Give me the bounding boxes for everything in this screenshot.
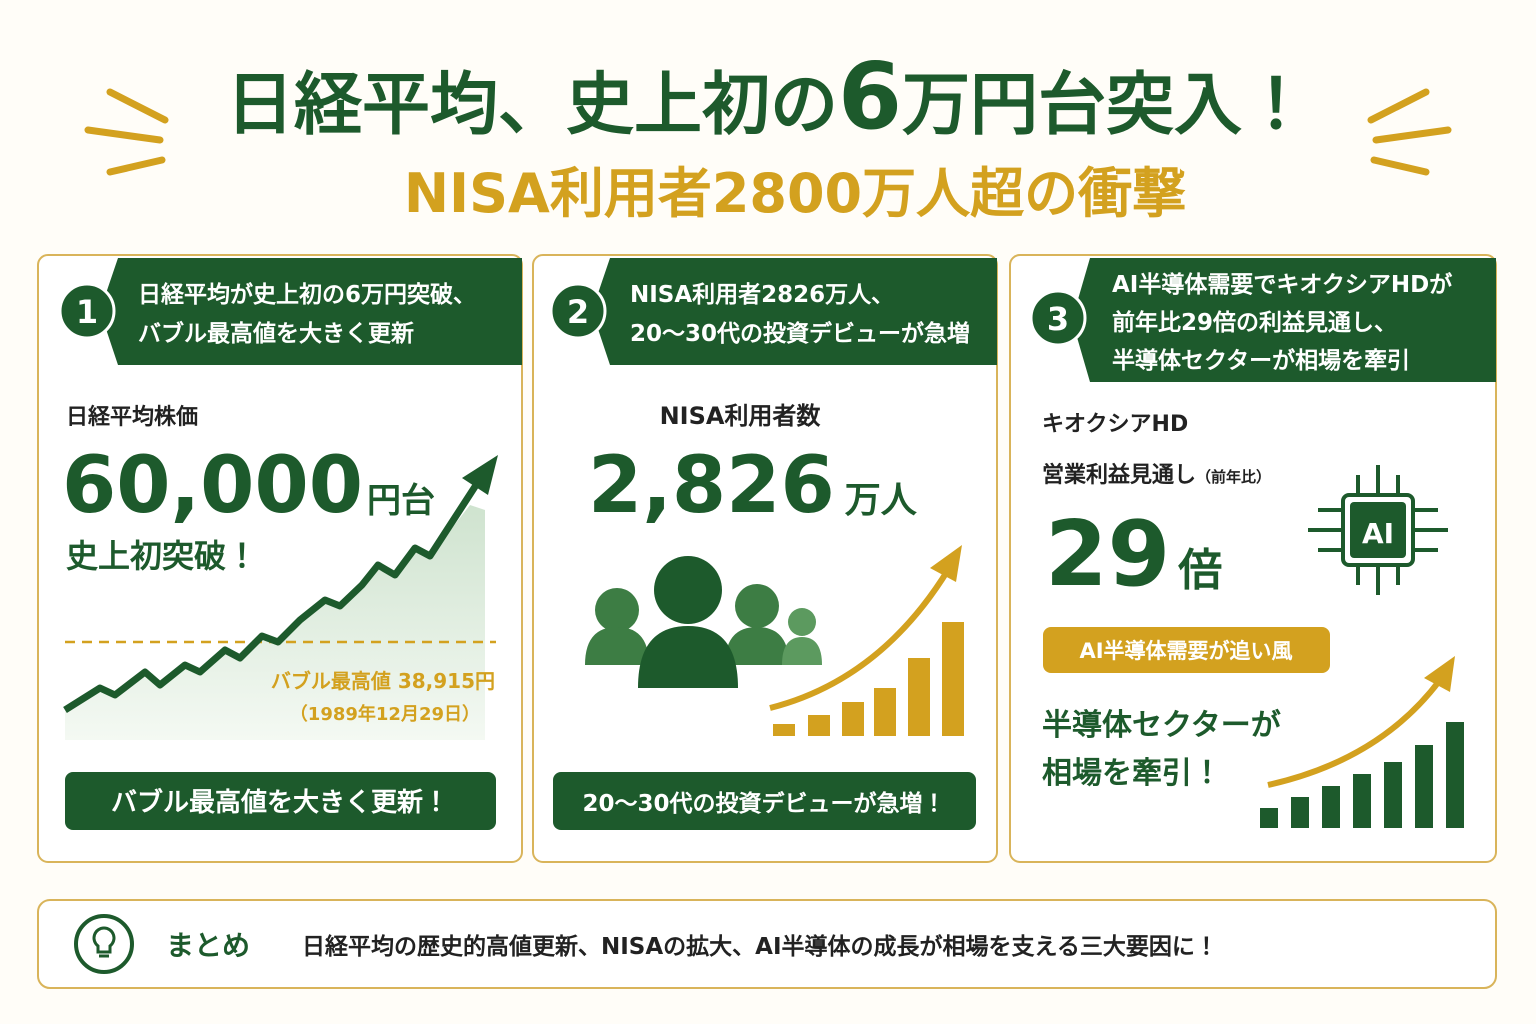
decoration xyxy=(638,626,738,688)
footer-banner xyxy=(553,772,976,830)
decoration xyxy=(842,702,864,736)
footer-banner xyxy=(65,772,496,830)
decoration xyxy=(1260,808,1278,828)
badge-text: AI半導体需要が追い風 xyxy=(1079,639,1292,663)
figure-value: 2,826 xyxy=(588,441,835,531)
card-heading: 前年比29倍の利益見通し、 xyxy=(1112,309,1397,336)
card-number: 1 xyxy=(76,293,98,331)
card-figure: 60,000 円台 xyxy=(62,441,435,531)
figure-unit: 倍 xyxy=(1177,545,1222,596)
reference-date: （1989年12月29日） xyxy=(290,703,480,725)
bulb-glyph xyxy=(92,926,116,958)
decoration xyxy=(654,556,722,624)
arrow-head-decoration xyxy=(462,455,498,495)
decoration xyxy=(106,88,169,124)
trend-line-decoration xyxy=(63,480,481,713)
decoration xyxy=(1370,156,1430,176)
figure-unit: 円台 xyxy=(367,481,435,521)
card-sublabel: 営業利益見通し（前年比） xyxy=(1042,462,1271,488)
decoration xyxy=(1372,126,1452,144)
card-frames xyxy=(37,254,1497,863)
growth-arrow-decoration xyxy=(769,568,951,711)
card-label: NISA利用者数 xyxy=(660,402,822,430)
card-figure: 2,826 万人 xyxy=(588,441,918,531)
card-heading: 半導体セクターが相場を牽引 xyxy=(1112,347,1410,374)
arrow-head-decoration xyxy=(930,545,962,582)
card-heading: 20〜30代の投資デビューが急増 xyxy=(630,320,970,347)
decoration xyxy=(1415,745,1433,828)
subtitle: NISA利用者2800万人超の衝撃 xyxy=(404,162,1186,225)
figure-unit: 万人 xyxy=(845,480,918,521)
card-figure: 29 倍 xyxy=(1045,502,1222,607)
decoration xyxy=(1384,762,1402,828)
number-circle xyxy=(549,282,607,340)
decoration xyxy=(1291,797,1309,828)
decoration xyxy=(874,688,896,736)
card-number: 3 xyxy=(1047,300,1069,338)
card-label: キオクシアHD xyxy=(1042,412,1188,437)
sublabel-note: （前年比） xyxy=(1196,468,1271,486)
decoration xyxy=(106,156,166,176)
summary-box xyxy=(37,899,1497,989)
decoration xyxy=(1308,465,1448,595)
card xyxy=(1009,254,1497,863)
summary-text: 日経平均の歴史的高値更新、NISAの拡大、AI半導体の成長が相場を支える三大要因… xyxy=(302,933,1218,960)
burst-decoration xyxy=(84,88,1452,176)
badge xyxy=(1043,627,1330,673)
bars-decoration xyxy=(773,622,964,736)
title-part: 万円台突入！ xyxy=(902,66,1310,145)
reference-label: バブル最高値 38,915円 xyxy=(271,669,495,693)
bars-decoration xyxy=(1260,722,1464,828)
title-highlight: 6 xyxy=(838,43,902,150)
chip-core xyxy=(1350,502,1406,558)
decoration xyxy=(808,715,830,736)
decoration xyxy=(735,584,779,628)
people-icon xyxy=(585,556,822,688)
decoration xyxy=(84,126,164,144)
chip-icon xyxy=(1308,465,1448,595)
sublabel-text: 営業利益見通し xyxy=(1042,462,1196,488)
figure-value: 29 xyxy=(1045,502,1170,607)
decoration xyxy=(725,627,789,665)
decoration xyxy=(1367,88,1430,124)
decoration xyxy=(585,627,649,665)
decoration xyxy=(595,588,639,632)
card-heading: 日経平均が史上初の6万円突破、 xyxy=(138,281,476,308)
card-banner xyxy=(592,258,997,365)
number-circle xyxy=(58,282,116,340)
number-badges xyxy=(58,282,1087,347)
card-banner xyxy=(1072,258,1496,382)
decoration xyxy=(782,637,822,665)
figure-value: 60,000 xyxy=(62,441,363,531)
growth-arrow-decoration xyxy=(1267,678,1443,788)
footer-text: バブル最高値を大きく更新！ xyxy=(111,787,449,818)
caption-line: 相場を牽引！ xyxy=(1042,756,1222,791)
summary-label: まとめ xyxy=(166,929,250,962)
decoration xyxy=(788,608,816,636)
decoration xyxy=(908,658,930,736)
card-banner xyxy=(100,258,522,365)
chip-label: AI xyxy=(1362,517,1394,550)
decoration xyxy=(1353,774,1371,828)
footer-text: 20〜30代の投資デビューが急増！ xyxy=(582,790,945,817)
card-heading: バブル最高値を大きく更新 xyxy=(138,320,414,347)
title: 日経平均、史上初の6万円台突入！ xyxy=(226,43,1310,150)
card-heading: NISA利用者2826万人、 xyxy=(630,282,894,308)
decoration xyxy=(942,622,964,736)
title-part: 日経平均、史上初の xyxy=(226,66,838,145)
decoration xyxy=(773,724,795,736)
number-circle xyxy=(1029,289,1087,347)
caption-line: 半導体セクターが xyxy=(1042,708,1281,743)
decoration xyxy=(1446,722,1464,828)
card-label: 日経平均株価 xyxy=(66,404,198,430)
arrow-head-decoration xyxy=(1424,656,1455,692)
card-sub: 史上初突破！ xyxy=(66,537,258,575)
decoration xyxy=(1322,786,1340,828)
card-number: 2 xyxy=(567,293,589,331)
card-heading: AI半導体需要でキオクシアHDが xyxy=(1112,271,1452,298)
bulb-icon xyxy=(74,914,134,974)
